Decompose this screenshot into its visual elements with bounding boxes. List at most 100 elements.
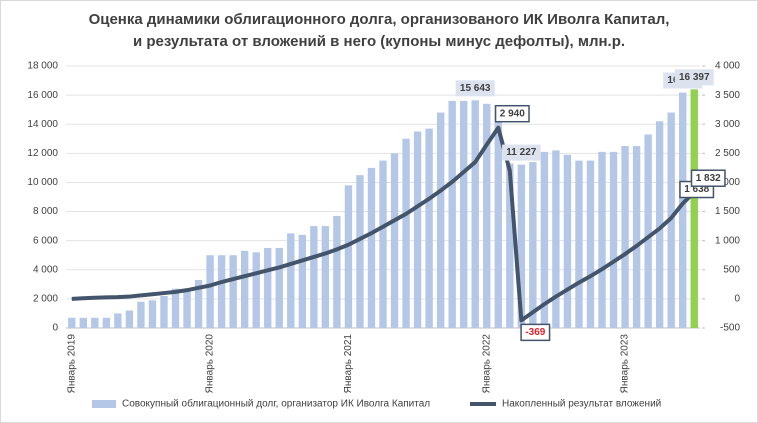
bar <box>183 288 191 328</box>
data-label-text: 16 397 <box>679 72 710 83</box>
data-label-text: 1 832 <box>696 173 721 184</box>
y-tick-label: 2 000 <box>33 294 58 305</box>
bar <box>148 300 157 328</box>
x-tick-label: Январь 2022 <box>481 334 492 394</box>
label-box <box>690 169 726 187</box>
bar <box>483 103 491 328</box>
bar <box>206 255 214 328</box>
bar <box>494 105 502 328</box>
bar <box>655 121 664 328</box>
data-label: -369 <box>520 323 551 342</box>
y-tick-label: 16 000 <box>27 90 58 101</box>
x-tick-label: Январь 2019 <box>66 334 77 394</box>
y2-tick-label: 0 <box>734 294 740 305</box>
x-tick-label: Январь 2021 <box>343 334 354 394</box>
bar <box>679 92 687 328</box>
bar <box>298 234 306 328</box>
y2-tick-label: 500 <box>723 264 740 275</box>
bar <box>102 317 111 328</box>
y-tick-label: 14 000 <box>27 119 58 130</box>
bar <box>91 317 99 328</box>
bar <box>252 252 260 328</box>
y-tick-label: 18 000 <box>27 61 58 72</box>
bar <box>194 279 203 328</box>
bar <box>402 138 410 328</box>
data-label: 1 832 <box>690 169 726 187</box>
y2-tick-label: 2 000 <box>715 177 740 188</box>
bar <box>517 164 526 328</box>
data-label-text: -369 <box>525 327 545 338</box>
chart-title: и результата от вложений в него (купоны … <box>133 33 625 50</box>
data-label-text: 15 643 <box>460 83 491 94</box>
y2-tick-label: 1 500 <box>715 206 740 217</box>
y2-tick-label: -500 <box>720 323 740 334</box>
bar <box>344 185 353 328</box>
bar <box>137 301 145 328</box>
bar <box>379 160 387 328</box>
bar <box>217 255 226 328</box>
bar <box>598 151 606 328</box>
y2-tick-label: 4 000 <box>715 61 740 72</box>
x-tick-label: Январь 2023 <box>620 334 631 394</box>
y2-tick-label: 3 500 <box>715 90 740 101</box>
legend-swatch <box>92 400 116 408</box>
line <box>71 125 696 323</box>
legend-label: Совокупный облигационный долг, организат… <box>122 398 430 410</box>
data-label-text: 2 940 <box>500 108 525 119</box>
bar <box>586 160 595 328</box>
chart-title: Оценка динамики облигационного долга, ор… <box>89 11 670 28</box>
bar <box>79 317 87 328</box>
bar <box>333 215 341 328</box>
bar <box>690 89 698 329</box>
bar <box>436 112 445 328</box>
bar <box>540 151 549 328</box>
bar <box>390 153 399 328</box>
data-label: 15 643 <box>455 80 495 97</box>
bar <box>229 255 237 328</box>
label-box <box>494 104 530 123</box>
bar <box>275 247 283 328</box>
legend-label: Накопленный результат вложений <box>502 399 661 410</box>
data-label-text: 1 638 <box>684 184 709 195</box>
label-box <box>674 69 714 86</box>
bar <box>240 250 249 328</box>
bar <box>287 233 295 328</box>
y2-tick-label: 3 000 <box>715 119 740 130</box>
bar <box>114 313 122 328</box>
bar <box>160 295 168 328</box>
label-box <box>455 80 495 97</box>
bar <box>632 146 641 328</box>
bar <box>448 100 456 328</box>
bar <box>413 131 422 328</box>
bar <box>575 160 583 328</box>
y-tick-label: 8 000 <box>33 206 58 217</box>
bar <box>321 226 330 328</box>
y-tick-label: 0 <box>52 323 58 334</box>
y2-tick-label: 1 000 <box>715 235 740 246</box>
bar <box>609 151 618 328</box>
y-tick-label: 6 000 <box>33 235 58 246</box>
y2-tick-label: 2 500 <box>715 148 740 159</box>
bar <box>621 146 629 328</box>
label-box <box>520 323 551 342</box>
data-label: 2 940 <box>494 104 530 123</box>
bar <box>171 288 180 328</box>
data-label: 11 227 <box>502 144 541 161</box>
bar <box>529 162 537 328</box>
bar <box>425 128 433 328</box>
label-box <box>502 144 541 161</box>
bar <box>506 163 514 328</box>
bar <box>310 226 318 328</box>
bar <box>563 154 572 328</box>
bar <box>264 247 272 328</box>
bar <box>644 134 652 328</box>
x-tick-label: Январь 2020 <box>205 334 216 394</box>
bar <box>68 317 76 328</box>
bar <box>552 150 560 328</box>
y-tick-label: 10 000 <box>27 177 58 188</box>
bar <box>125 310 134 328</box>
data-label: 16 397 <box>674 69 714 86</box>
bar <box>356 175 364 328</box>
data-label-text: 11 227 <box>506 147 536 158</box>
